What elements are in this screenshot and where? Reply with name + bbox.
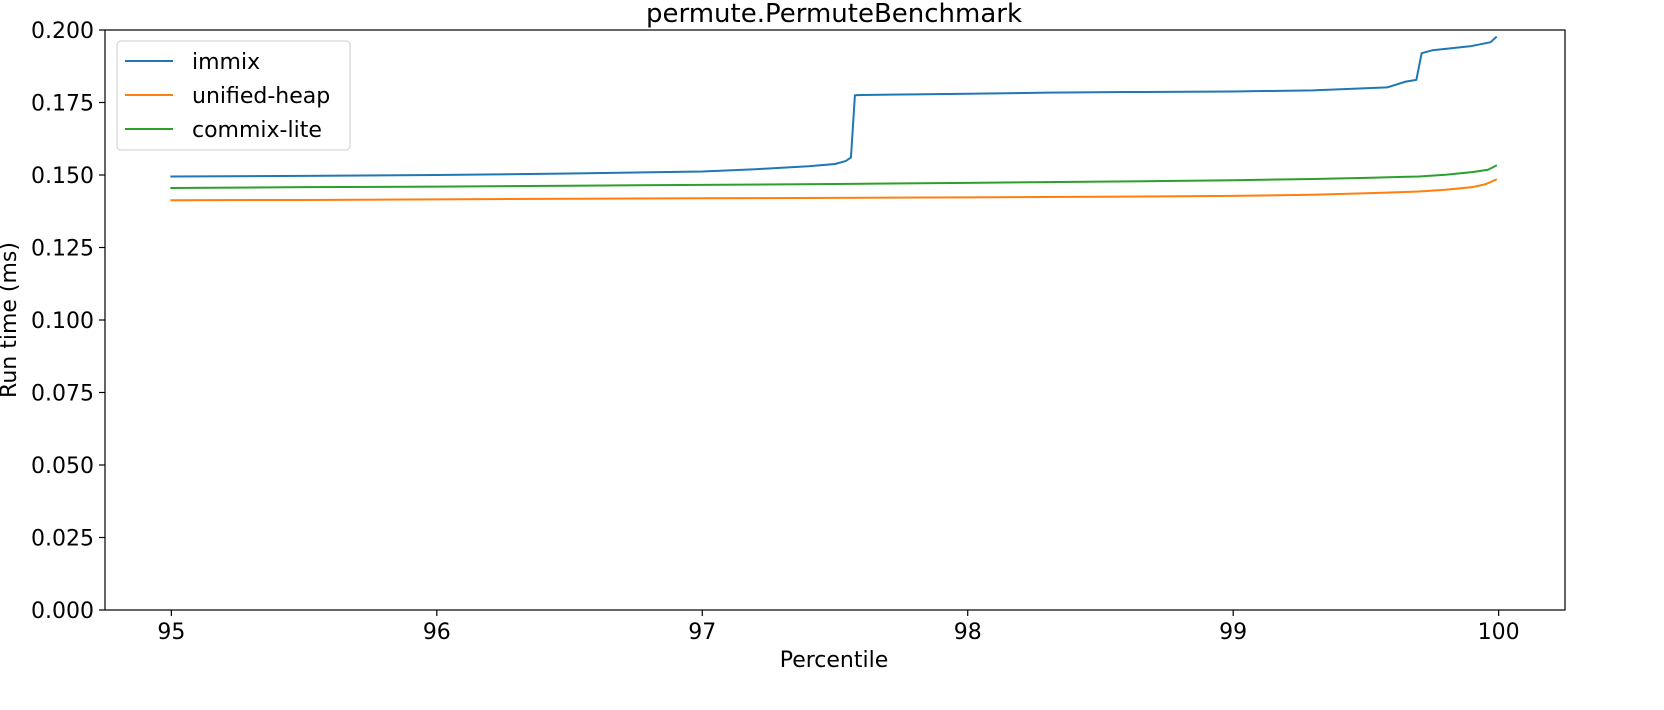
series-line-immix [170,35,1498,178]
x-axis: 95 96 97 98 99 100 [157,610,1520,645]
legend-label-immix: immix [192,50,260,75]
series-layer [170,35,1498,202]
y-tick-label: 0.175 [31,92,94,117]
y-tick-label: 0.025 [31,527,94,552]
y-axis: 0.000 0.025 0.050 0.075 0.100 0.125 0.150 0.175… [31,19,105,624]
x-tick-label: 96 [423,620,451,645]
x-tick-label: 95 [157,620,185,645]
y-tick-label: 0.125 [31,237,94,262]
chart-title: permute.PermuteBenchmark [646,0,1022,29]
x-axis-label: Percentile [780,648,889,673]
x-tick-label: 99 [1219,620,1247,645]
legend-label-unified-heap: unified-heap [192,84,330,109]
x-tick-label: 98 [954,620,982,645]
y-axis-label: Run time (ms) [0,242,22,398]
y-tick-label: 0.200 [31,19,94,44]
x-tick-label: 100 [1478,620,1520,645]
legend-box [116,40,351,151]
y-tick-label: 0.150 [31,164,94,189]
y-tick-label: 0.000 [31,599,94,624]
legend-label-commix-lite: commix-lite [192,118,322,143]
y-tick-label: 0.050 [31,454,94,479]
series-line-unified-heap [170,178,1498,202]
legend-items: immix unified-heap commix-lite [125,50,330,143]
y-tick-label: 0.075 [31,382,94,407]
legend: immix unified-heap commix-lite [116,40,351,151]
y-tick-label: 0.100 [31,309,94,334]
x-tick-label: 97 [688,620,716,645]
series-line-commix-lite [170,164,1498,190]
